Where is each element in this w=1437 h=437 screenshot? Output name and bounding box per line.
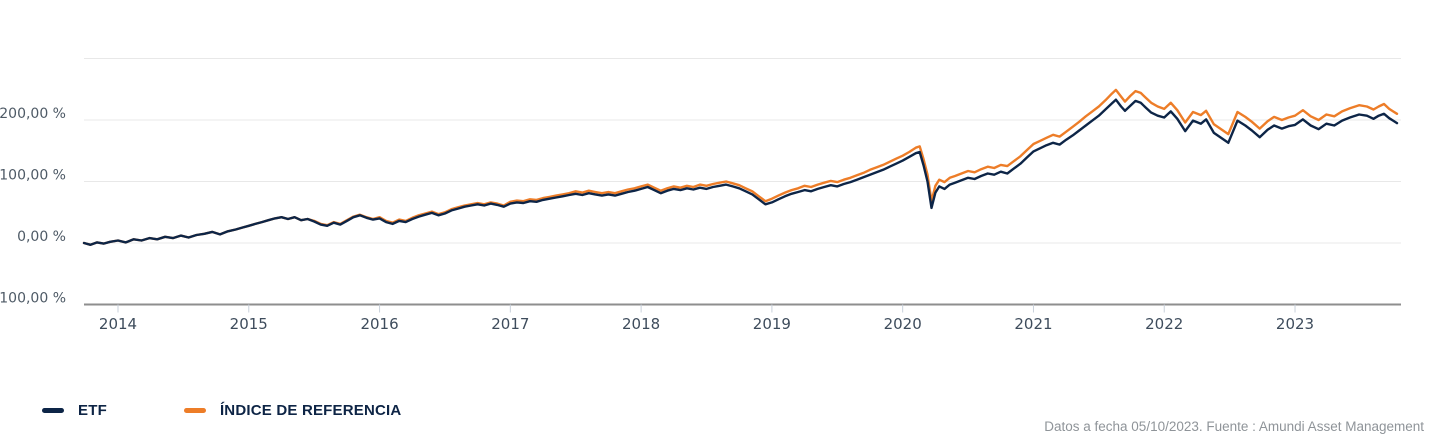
etf-series-line: [82, 98, 1399, 247]
etf-line-marker-icon: [42, 407, 64, 413]
x-axis-tick-label: 2017: [491, 315, 529, 333]
x-axis-tick-label: 2019: [753, 315, 791, 333]
x-axis-tick-label: 2016: [360, 315, 398, 333]
x-axis-tick-label: 2014: [99, 315, 137, 333]
data-source-note: Datos a fecha 05/10/2023. Fuente : Amund…: [1044, 419, 1424, 434]
index-series-line: [82, 88, 1399, 247]
y-axis-tick-label: 200,00 %: [0, 106, 66, 122]
x-axis-tick-label: 2018: [622, 315, 660, 333]
index-line-marker-icon: [183, 407, 206, 413]
x-axis-tick-label: 2022: [1145, 315, 1183, 333]
legend-label-indice-de-referencia: ÍNDICE DE REFERENCIA: [219, 401, 402, 419]
x-axis-tick-label: 2020: [884, 315, 922, 333]
legend-item-indice-de-referencia[interactable]: ÍNDICE DE REFERENCIA: [183, 401, 402, 419]
legend-label-etf: ETF: [78, 401, 107, 419]
y-axis-tick-label: -100,00 %: [0, 291, 66, 307]
x-axis-tick-label: 2015: [230, 315, 268, 333]
y-axis-tick-label: 0,00 %: [17, 229, 66, 245]
x-axis-tick-label: 2021: [1014, 315, 1052, 333]
legend-item-etf[interactable]: ETF: [42, 402, 107, 419]
y-axis-tick-label: 100,00 %: [0, 168, 66, 184]
x-axis-tick-label: 2023: [1276, 315, 1314, 333]
chart-legend: ETF ÍNDICE DE REFERENCIA: [42, 399, 401, 421]
